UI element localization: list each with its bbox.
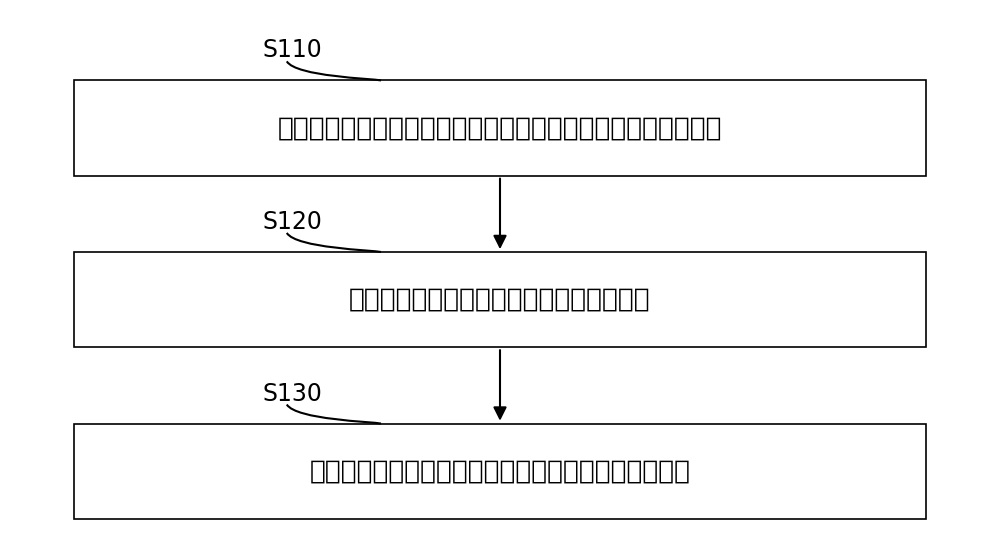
- Bar: [74, 80, 926, 176]
- Text: 根据地应力方向计算目的地层断层面正压力: 根据地应力方向计算目的地层断层面正压力: [349, 286, 651, 312]
- Text: S120: S120: [262, 210, 322, 234]
- Bar: [74, 252, 926, 347]
- Text: 对目的地层流体包裹体取样分析以判定断层面所受的地应力方向: 对目的地层流体包裹体取样分析以判定断层面所受的地应力方向: [278, 115, 722, 141]
- Text: 基于断层面正压力和目的地层流体压力判断断层封堵性: 基于断层面正压力和目的地层流体压力判断断层封堵性: [310, 458, 690, 484]
- Text: S130: S130: [262, 382, 322, 405]
- Text: S110: S110: [262, 39, 322, 62]
- Bar: [74, 424, 926, 519]
